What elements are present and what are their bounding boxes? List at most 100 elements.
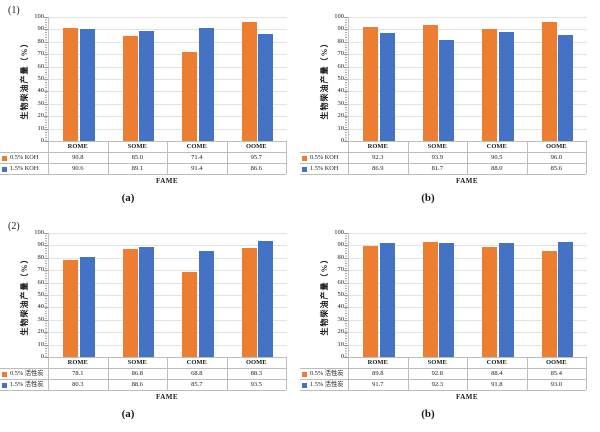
bar-1.5% KOH <box>558 34 573 141</box>
y-tick-label: 70 <box>337 266 345 274</box>
y-tick-label: 20 <box>337 328 345 336</box>
y-axis-tick <box>44 141 48 142</box>
y-tick-label: 40 <box>37 87 45 95</box>
table-border-v <box>467 141 468 174</box>
table-value: 88.0 <box>491 165 503 172</box>
y-tick-label: 30 <box>37 99 45 107</box>
table-value: 88.3 <box>250 370 262 377</box>
chart-panel-2b: 生物柴油产量（%） FAME (b) 0 10 20 30 40 50 60 70 80 90 10… <box>300 216 600 432</box>
y-axis-tick <box>344 17 348 18</box>
bar-0.5% 活性炭 <box>182 271 197 357</box>
table-border-v <box>407 141 409 174</box>
y-tick-label: 0 <box>40 353 44 360</box>
y-axis-tick <box>44 103 48 105</box>
table-border-h <box>300 368 586 369</box>
category-header: COME <box>186 143 207 150</box>
table-value: 93.0 <box>550 381 562 388</box>
category-header: OOME <box>545 359 567 366</box>
y-tick-label: 90 <box>37 241 45 249</box>
bar-0.5% 活性炭 <box>122 249 138 357</box>
bar-0.5% KOH <box>422 24 438 141</box>
legend-swatch <box>2 382 7 388</box>
table-border-h <box>0 174 286 175</box>
y-axis-tick <box>344 91 348 93</box>
table-value: 85.0 <box>131 154 143 161</box>
gridline <box>349 54 587 56</box>
y-axis-tick <box>344 257 348 259</box>
y-tick-label: 10 <box>37 124 45 132</box>
table-value: 93.5 <box>250 381 262 388</box>
table-value: 90.6 <box>72 165 84 172</box>
y-tick-label: 40 <box>337 87 345 95</box>
legend-label: 0.5% KOH <box>10 154 39 161</box>
bar-1.5% KOH <box>498 31 514 141</box>
table-border-v <box>526 357 528 390</box>
subfigure-caption: (b) <box>421 408 435 420</box>
y-axis-tick <box>344 282 348 284</box>
gridline <box>49 116 287 118</box>
gridline <box>49 344 287 346</box>
y-tick-label: 20 <box>37 328 45 336</box>
y-axis-tick <box>344 245 348 247</box>
table-border-v <box>586 141 587 174</box>
y-tick-label: 90 <box>37 25 45 33</box>
y-tick-label: 30 <box>337 99 345 107</box>
bar-1.5% 活性炭 <box>258 241 273 357</box>
table-value: 92.8 <box>431 370 443 377</box>
y-tick-label: 40 <box>37 303 45 311</box>
y-axis-tick <box>44 257 48 259</box>
legend-label: 1.5% KOH <box>10 165 39 172</box>
y-tick-label: 20 <box>337 112 345 120</box>
y-tick-label: 0 <box>340 353 344 360</box>
gridline <box>49 17 287 18</box>
legend-item: 0.5% 活性炭 <box>302 369 347 379</box>
bar-1.5% 活性炭 <box>139 247 154 357</box>
category-header: ROME <box>367 359 388 366</box>
gridline <box>349 17 587 18</box>
bar-0.5% KOH <box>241 22 257 141</box>
table-value: 86.8 <box>131 370 143 377</box>
bar-0.5% 活性炭 <box>541 251 557 357</box>
table-border-h <box>300 174 586 175</box>
bar-0.5% KOH <box>122 35 138 141</box>
y-axis-tick <box>44 282 48 284</box>
gridline <box>349 116 587 118</box>
table-border-v <box>48 357 49 390</box>
category-header: OOME <box>245 143 267 150</box>
gridline <box>349 91 587 93</box>
legend-item: 0.5% KOH <box>2 153 47 163</box>
table-value: 96.0 <box>550 154 562 161</box>
gridline <box>349 233 587 234</box>
bar-1.5% KOH <box>198 27 214 141</box>
y-tick-label: 30 <box>337 315 345 323</box>
y-tick-label: 90 <box>337 25 345 33</box>
y-axis-tick <box>344 141 348 142</box>
y-axis-tick <box>44 116 48 118</box>
plot-area <box>348 233 587 357</box>
category-header: COME <box>486 359 507 366</box>
bar-0.5% KOH <box>482 28 497 141</box>
table-border-h <box>300 390 586 391</box>
chart-panel-2a: (2) 生物柴油产量（%） FAME (a) 0 10 20 30 40 50 60 70 80… <box>0 216 300 432</box>
x-axis-title: FAME <box>455 393 479 401</box>
gridline <box>49 295 287 296</box>
plot-area <box>48 233 287 357</box>
gridline <box>349 332 587 334</box>
table-border-h <box>300 152 586 153</box>
y-axis-tick <box>44 295 48 296</box>
y-tick-label: 100 <box>34 13 44 20</box>
gridline <box>49 91 287 93</box>
table-border-v <box>107 357 109 390</box>
gridline <box>349 128 587 130</box>
y-tick-label: 100 <box>334 229 344 236</box>
x-axis-title: FAME <box>155 393 179 401</box>
gridline <box>349 103 587 105</box>
table-value: 90.5 <box>491 154 503 161</box>
bar-0.5% KOH <box>182 52 197 141</box>
y-tick-label: 70 <box>37 50 45 58</box>
table-value: 91.8 <box>491 381 503 388</box>
legend-swatch <box>302 166 307 172</box>
y-axis-tick <box>44 79 48 80</box>
y-tick-label: 100 <box>34 229 44 236</box>
table-border-v <box>467 357 468 390</box>
